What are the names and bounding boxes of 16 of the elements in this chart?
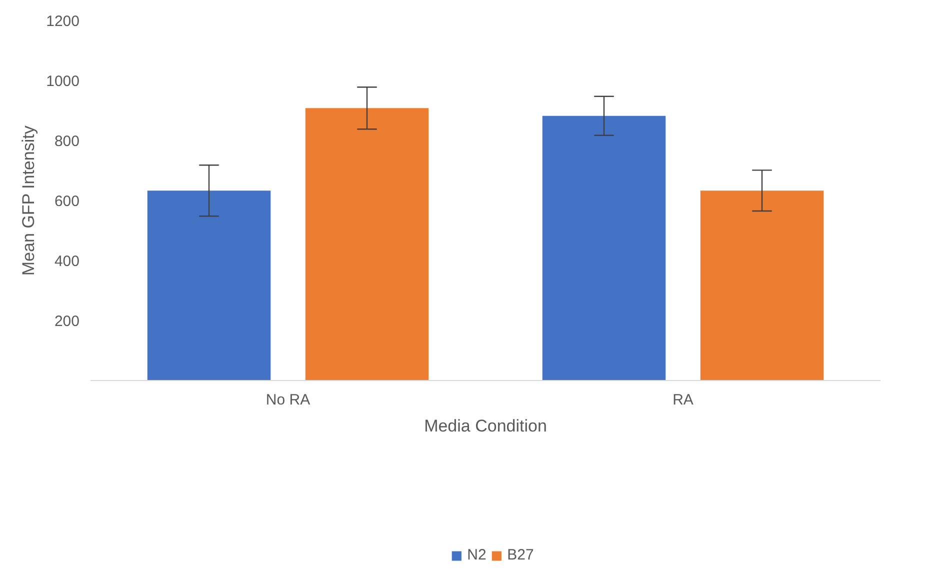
- x-axis-title: Media Condition: [424, 416, 547, 436]
- legend-label: B27: [507, 546, 534, 564]
- x-tick-label: No RA: [266, 392, 310, 408]
- y-axis-title: Mean GFP Intensity: [19, 125, 38, 276]
- y-tick-label: 400: [54, 253, 80, 270]
- y-tick-label: 1200: [46, 13, 80, 30]
- bar: [700, 190, 824, 380]
- bar: [305, 108, 429, 380]
- legend-label: N2: [467, 546, 488, 564]
- bar: [147, 190, 271, 380]
- y-tick-label: 800: [54, 133, 80, 150]
- y-tick-label: 1000: [46, 73, 80, 90]
- x-tick-label: RA: [672, 392, 694, 408]
- y-tick-label: 600: [54, 193, 80, 210]
- bar: [542, 116, 666, 380]
- y-tick-label: 200: [54, 313, 80, 330]
